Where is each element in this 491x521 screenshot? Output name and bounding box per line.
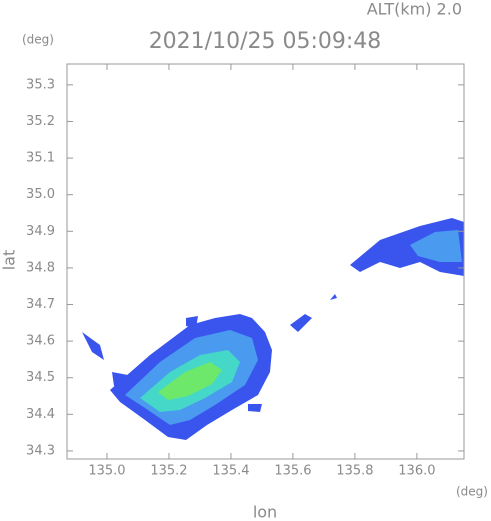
x-tick-label: 135.6 (274, 464, 311, 479)
y-tick-label: 34.9 (26, 224, 55, 239)
x-tick-label: 135.0 (88, 464, 125, 479)
y-tick-label: 35.1 (26, 151, 55, 166)
y-tick-label: 34.3 (26, 443, 55, 458)
chart-title: 2021/10/25 05:09:48 (149, 29, 382, 54)
y-axis-label: lat (0, 250, 19, 271)
y-unit: (deg) (22, 33, 54, 47)
x-tick-label: 135.4 (212, 464, 249, 479)
x-tick-label: 135.8 (336, 464, 373, 479)
y-tick-label: 35.0 (26, 187, 55, 202)
y-tick-label: 34.7 (26, 297, 55, 312)
x-tick-label: 135.2 (150, 464, 187, 479)
y-tick-label: 34.8 (26, 260, 55, 275)
y-tick-label: 35.2 (26, 114, 55, 129)
x-tick-label: 136.0 (398, 464, 435, 479)
y-tick-label: 34.5 (26, 370, 55, 385)
y-tick-label: 35.3 (26, 77, 55, 92)
x-axis-label: lon (253, 503, 277, 521)
altitude-label: ALT(km) 2.0 (367, 0, 462, 19)
y-tick-label: 34.4 (26, 407, 55, 422)
radar-echo (82, 218, 464, 440)
plot-frame (66, 63, 465, 460)
y-tick-label: 34.6 (26, 334, 55, 349)
x-unit: (deg) (456, 485, 488, 499)
